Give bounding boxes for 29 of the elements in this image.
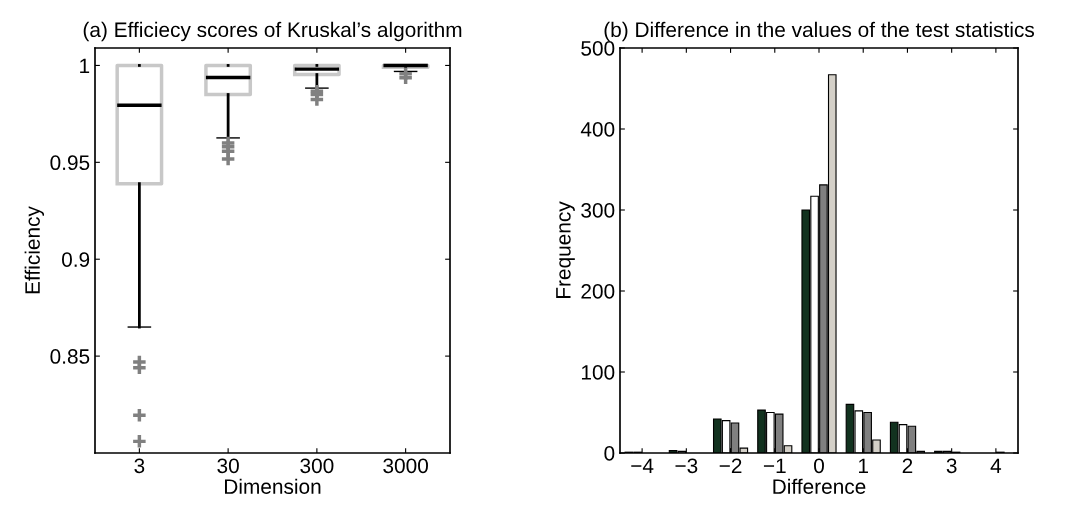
y-tick-label: 0.85 xyxy=(50,349,90,364)
chart-title: (a) Efficiecy scores of Kruskal’s algorithm xyxy=(83,21,462,42)
y-axis-title: Efficiency xyxy=(24,206,45,294)
x-tick-label: 3000 xyxy=(383,458,428,474)
y-tick-label: 400 xyxy=(580,122,615,137)
x-tick-label: 3 xyxy=(946,458,957,474)
x-tick-label: −1 xyxy=(763,458,786,473)
y-tick-label: 0 xyxy=(604,446,615,461)
x-tick-label: 300 xyxy=(300,458,334,474)
y-tick-label: 1 xyxy=(80,58,90,73)
x-axis-title: Dimension xyxy=(225,478,321,494)
x-tick-label: 2 xyxy=(902,458,913,473)
y-tick-label: 100 xyxy=(581,365,615,380)
y-tick-label: 200 xyxy=(581,284,615,299)
y-tick-label: 0.95 xyxy=(50,155,90,171)
y-tick-label: 500 xyxy=(581,41,615,56)
y-tick-label: 300 xyxy=(581,203,615,218)
y-tick-label: 0.9 xyxy=(61,252,90,267)
x-tick-label: −3 xyxy=(675,458,698,474)
x-tick-label: −2 xyxy=(719,458,742,473)
chart-title: (b) Difference in the values of the test statistics xyxy=(604,21,1035,42)
x-tick-label: 4 xyxy=(990,458,1002,473)
y-axis-title: Frequency xyxy=(556,201,575,298)
x-tick-label: 30 xyxy=(217,458,239,474)
x-tick-label: 3 xyxy=(134,458,145,474)
x-tick-label: 0 xyxy=(814,458,824,474)
x-tick-label: 1 xyxy=(859,458,868,473)
x-axis-title: Difference xyxy=(773,478,866,494)
x-tick-label: −4 xyxy=(631,458,654,473)
